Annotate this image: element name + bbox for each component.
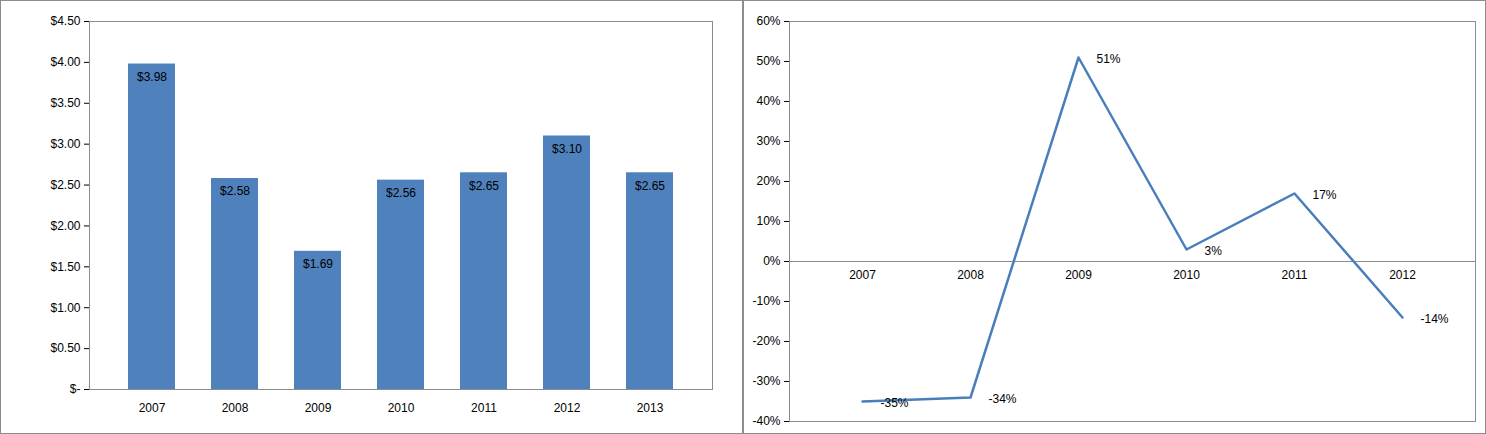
svg-text:2008: 2008 xyxy=(957,268,984,282)
svg-text:-40%: -40% xyxy=(752,414,780,428)
svg-text:2009: 2009 xyxy=(1065,268,1092,282)
svg-text:$2.65: $2.65 xyxy=(635,179,665,193)
svg-text:20%: 20% xyxy=(756,174,780,188)
svg-text:$3.98: $3.98 xyxy=(137,70,167,84)
svg-text:$1.00: $1.00 xyxy=(50,301,80,315)
svg-text:$2.50: $2.50 xyxy=(50,178,80,192)
svg-text:$3.10: $3.10 xyxy=(552,142,582,156)
svg-text:$2.00: $2.00 xyxy=(50,219,80,233)
svg-text:-10%: -10% xyxy=(752,294,780,308)
svg-text:-35%: -35% xyxy=(881,396,909,410)
svg-text:2012: 2012 xyxy=(554,401,581,415)
svg-text:$-: $- xyxy=(70,382,81,396)
svg-text:2011: 2011 xyxy=(471,401,497,415)
svg-text:30%: 30% xyxy=(756,134,780,148)
svg-text:$0.50: $0.50 xyxy=(50,341,80,355)
svg-text:2009: 2009 xyxy=(305,401,332,415)
svg-text:$2.65: $2.65 xyxy=(469,179,499,193)
svg-text:2013: 2013 xyxy=(637,401,664,415)
svg-text:-20%: -20% xyxy=(752,334,780,348)
svg-text:$2.56: $2.56 xyxy=(386,186,416,200)
svg-text:51%: 51% xyxy=(1097,52,1121,66)
svg-text:2008: 2008 xyxy=(222,401,249,415)
svg-text:$4.00: $4.00 xyxy=(50,55,80,69)
svg-text:2011: 2011 xyxy=(1282,268,1308,282)
svg-text:$4.50: $4.50 xyxy=(50,14,80,28)
svg-text:3%: 3% xyxy=(1205,244,1223,258)
svg-text:50%: 50% xyxy=(756,54,780,68)
svg-text:60%: 60% xyxy=(756,14,780,28)
svg-text:40%: 40% xyxy=(756,94,780,108)
svg-text:2007: 2007 xyxy=(849,268,876,282)
svg-text:-30%: -30% xyxy=(752,374,780,388)
svg-text:$1.50: $1.50 xyxy=(50,260,80,274)
svg-text:10%: 10% xyxy=(756,214,780,228)
svg-text:-34%: -34% xyxy=(989,392,1017,406)
svg-text:$3.00: $3.00 xyxy=(50,137,80,151)
svg-text:2010: 2010 xyxy=(1173,268,1200,282)
svg-text:$2.58: $2.58 xyxy=(220,184,250,198)
svg-text:-14%: -14% xyxy=(1421,312,1449,326)
svg-text:$3.50: $3.50 xyxy=(50,96,80,110)
svg-text:17%: 17% xyxy=(1313,188,1337,202)
svg-text:2010: 2010 xyxy=(388,401,415,415)
svg-text:$1.69: $1.69 xyxy=(303,257,333,271)
svg-text:2007: 2007 xyxy=(139,401,166,415)
svg-text:2012: 2012 xyxy=(1389,268,1416,282)
svg-text:0%: 0% xyxy=(763,254,781,268)
